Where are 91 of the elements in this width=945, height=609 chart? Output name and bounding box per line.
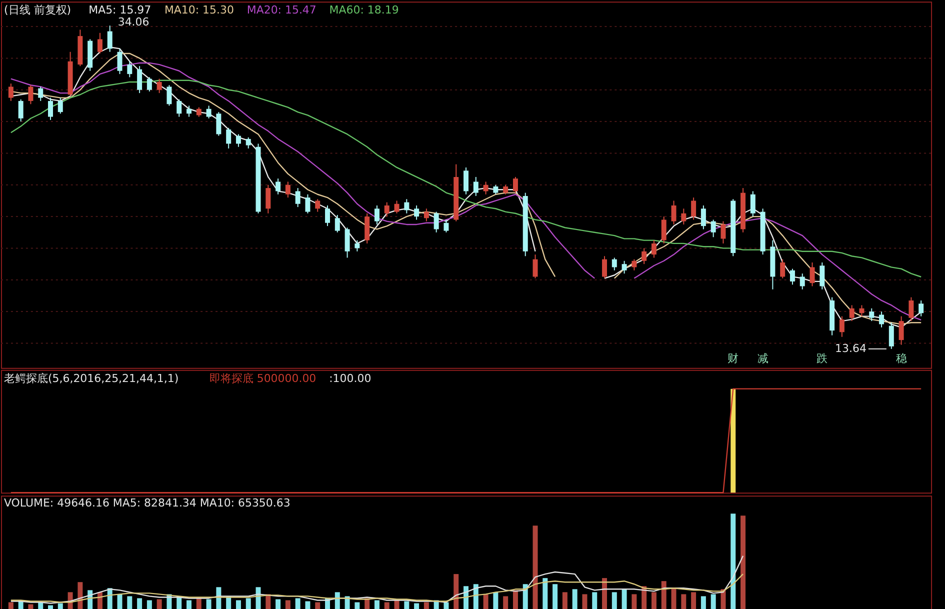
candlestick [156, 78, 162, 94]
candlestick [18, 98, 24, 122]
x-tick-label: 减 [757, 352, 768, 365]
candlestick [295, 188, 300, 208]
candlestick [473, 176, 478, 196]
candlestick [107, 25, 112, 52]
candlestick [908, 296, 914, 322]
candlestick [790, 268, 795, 286]
candlestick [48, 97, 53, 120]
candlestick [216, 112, 222, 136]
candlestick [493, 184, 498, 195]
candlestick [424, 208, 429, 222]
x-tick-label: 财 [728, 352, 739, 365]
candlestick [58, 97, 63, 114]
candlestick [859, 304, 864, 317]
text: MA60: 18.19 [329, 4, 399, 17]
candlestick [305, 194, 310, 214]
candlestick [710, 219, 716, 238]
annotation: 13.64 [835, 342, 866, 355]
candlestick [344, 227, 350, 258]
candlestick [186, 105, 192, 118]
candlestick [28, 84, 34, 105]
candlestick [622, 260, 627, 274]
candlestick [325, 204, 330, 227]
candlestick [444, 219, 449, 233]
candlestick [750, 190, 756, 218]
candlestick [651, 240, 656, 258]
annotation: 34.06 [118, 16, 150, 29]
candlestick [364, 212, 370, 244]
candlestick [661, 216, 666, 244]
candlestick [612, 257, 617, 271]
text: :100.00 [329, 372, 372, 385]
candlestick [700, 204, 706, 230]
candlestick [246, 136, 251, 149]
candlestick [879, 311, 884, 328]
candlestick [681, 208, 686, 225]
candlestick [898, 316, 904, 346]
text: 即将探底 500000.00 [209, 372, 316, 385]
candlestick [642, 248, 647, 265]
candlestick [196, 106, 202, 118]
candlestick [384, 202, 390, 218]
candlestick [512, 176, 518, 194]
candlestick [414, 204, 420, 220]
candlestick [166, 84, 172, 106]
candlestick [276, 178, 281, 195]
candlestick [532, 254, 538, 279]
candlestick [720, 220, 726, 244]
candlestick [285, 181, 290, 198]
candlestick [464, 166, 469, 195]
candlestick [691, 197, 696, 220]
candlestick [8, 83, 14, 102]
candlestick [434, 211, 439, 233]
candlestick [236, 134, 241, 148]
candlestick [117, 48, 122, 75]
candlestick [97, 32, 102, 54]
candlestick [810, 262, 815, 287]
candlestick [888, 322, 894, 350]
candlestick [671, 200, 676, 225]
candlestick [503, 184, 508, 195]
x-tick-label: 稳 [896, 352, 907, 365]
candlestick [38, 86, 44, 102]
candlestick [820, 262, 825, 290]
text: MA10: 15.30 [164, 4, 234, 17]
chart-title: (日线 前复权) [4, 4, 72, 17]
candlestick [780, 258, 786, 279]
candlestick [315, 198, 320, 212]
candlestick [176, 98, 182, 118]
candlestick [146, 76, 152, 92]
candlestick [869, 308, 874, 322]
candlestick [800, 273, 805, 290]
candlestick [602, 256, 608, 279]
candlestick [137, 66, 142, 94]
candlestick [266, 184, 271, 214]
candlestick [483, 181, 488, 195]
candlestick [632, 258, 637, 271]
text: MA5: 15.97 [88, 4, 152, 17]
chart-title: 老鳄探底(5,6,2016,25,21,44,1,1) [4, 372, 179, 385]
candlestick [394, 200, 400, 214]
x-tick-label: 跌 [816, 352, 828, 365]
candlestick [404, 198, 410, 214]
candlestick [127, 60, 132, 78]
candlestick [839, 316, 844, 338]
candlestick [849, 304, 854, 322]
candlestick [206, 105, 212, 119]
chart-title: VOLUME: 49646.16 MA5: 82841.34 MA10: 65350.63 [4, 496, 290, 510]
candlestick [354, 240, 360, 252]
candlestick [918, 300, 924, 317]
candlestick [226, 127, 232, 149]
candlestick [374, 204, 380, 225]
text: MA20: 15.47 [246, 4, 316, 17]
candlestick [334, 214, 340, 233]
